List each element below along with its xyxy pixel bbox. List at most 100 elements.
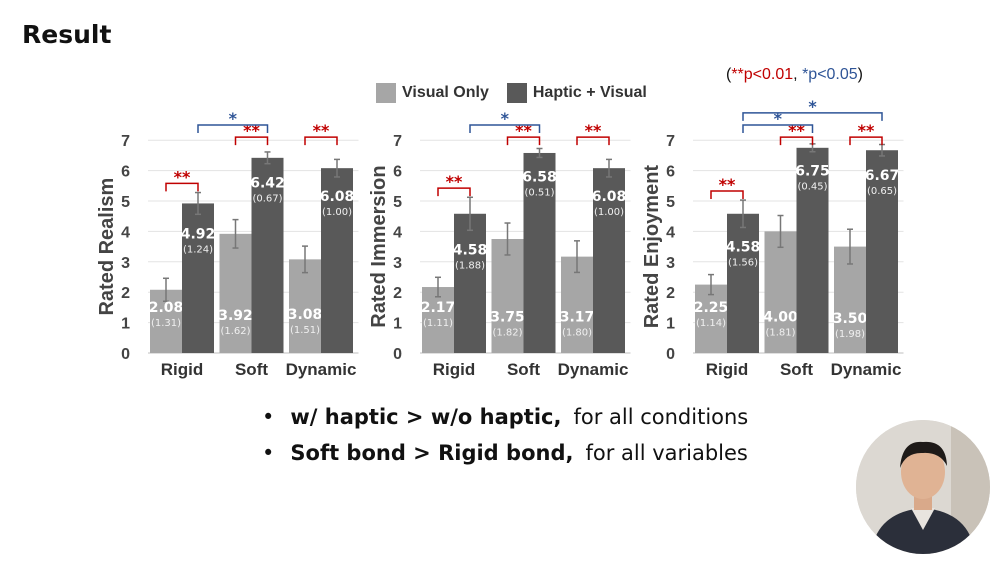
significance-bracket — [469, 124, 541, 133]
p001-note: **p<0.01 — [731, 66, 794, 83]
y-tick-label: 1 — [121, 316, 130, 333]
chart-rated-realism: 0 1 2 3 4 5 6 7 Rated Realism 2.08 (1.31) 3.92 (1.62… — [96, 109, 359, 379]
significance-bracket — [742, 112, 883, 121]
paren-close: ) — [857, 66, 863, 83]
data-label: 4.00 — [763, 310, 798, 326]
significance-bracket — [779, 136, 814, 146]
y-tick-label: 3 — [121, 255, 130, 272]
significance-bracket — [849, 136, 883, 146]
sd-label: (1.00) — [594, 207, 624, 218]
significance-bracket — [304, 136, 338, 146]
sd-label: (1.11) — [423, 318, 453, 329]
significance-bracket — [165, 182, 199, 192]
x-tick-label: Soft — [235, 360, 268, 379]
bar — [523, 152, 556, 353]
y-axis-label: Rated Enjoyment — [641, 165, 663, 329]
sd-label: (1.98) — [835, 329, 865, 340]
sd-label: (0.65) — [867, 186, 897, 197]
y-tick-label: 3 — [393, 255, 402, 272]
data-label: 3.92 — [218, 308, 253, 324]
x-tick-label: Soft — [507, 360, 540, 379]
bar — [182, 203, 214, 353]
significance-stars: * — [774, 109, 783, 128]
y-tick-label: 1 — [393, 316, 402, 333]
bullet-1: • w/ haptic > w/o haptic, for all conditio… — [262, 405, 748, 429]
y-tick-label: 2 — [666, 285, 675, 302]
sd-label: (1.24) — [183, 244, 213, 255]
bar — [454, 213, 486, 353]
data-label: 4.58 — [726, 239, 761, 255]
significance-stars: ** — [719, 175, 736, 194]
significance-bracket — [710, 190, 744, 199]
y-axis-label: Rated Realism — [96, 178, 118, 316]
sd-label: (1.82) — [492, 328, 522, 339]
y-tick-label: 6 — [666, 164, 675, 181]
x-tick-label: Rigid — [706, 360, 749, 379]
data-label: 2.08 — [149, 300, 184, 316]
sd-label: (0.67) — [252, 194, 282, 205]
slide-title: Result — [22, 20, 112, 49]
y-tick-label: 2 — [393, 285, 402, 302]
y-tick-label: 1 — [666, 316, 675, 333]
data-label: 6.58 — [522, 169, 557, 185]
bar — [321, 168, 353, 353]
significance-bracket — [506, 136, 541, 146]
bar — [491, 239, 524, 353]
presenter-webcam — [856, 420, 990, 554]
y-tick-label: 7 — [666, 133, 675, 150]
bullet-2-bold: Soft bond > Rigid bond, — [290, 441, 574, 465]
bullet-2: • Soft bond > Rigid bond, for all variable… — [262, 441, 748, 465]
bar — [727, 213, 759, 353]
significance-stars: ** — [174, 167, 191, 186]
significance-stars: * — [808, 97, 817, 116]
y-tick-label: 6 — [393, 164, 402, 181]
significance-bracket — [234, 136, 269, 146]
data-label: 6.08 — [320, 189, 355, 205]
y-tick-label: 5 — [121, 194, 130, 211]
data-label: 3.75 — [490, 310, 525, 326]
bar — [422, 287, 454, 353]
data-label: 6.42 — [250, 176, 285, 192]
x-tick-label: Dynamic — [558, 360, 629, 379]
bar — [289, 259, 321, 353]
y-tick-label: 5 — [666, 194, 675, 211]
y-axis-label: Rated Immersion — [368, 165, 390, 327]
bullet-dot: • — [262, 405, 275, 429]
bar — [866, 150, 898, 353]
significance-stars: ** — [313, 121, 330, 140]
y-tick-label: 0 — [393, 346, 402, 363]
sd-label: (1.31) — [151, 318, 181, 329]
sd-label: (1.56) — [728, 257, 758, 268]
significance-bracket — [742, 124, 814, 133]
sd-label: (1.51) — [290, 325, 320, 336]
data-label: 4.58 — [453, 242, 488, 258]
legend: Visual Only Haptic + Visual — [376, 83, 647, 103]
y-tick-label: 2 — [121, 285, 130, 302]
sd-label: (1.81) — [765, 328, 795, 339]
data-label: 2.17 — [421, 300, 456, 316]
significance-stars: ** — [585, 121, 602, 140]
bar — [695, 284, 727, 353]
data-label: 6.75 — [795, 164, 830, 180]
y-tick-label: 0 — [121, 346, 130, 363]
x-tick-label: Soft — [780, 360, 813, 379]
presenter-silhouette — [856, 420, 990, 554]
significance-stars: * — [501, 109, 510, 128]
legend-swatch-haptic-visual — [506, 83, 527, 103]
bullet-1-text: for all conditions — [573, 405, 749, 429]
data-label: 2.25 — [694, 300, 729, 316]
significance-stars: ** — [446, 172, 463, 191]
data-label: 4.92 — [181, 226, 216, 242]
significance-stars: ** — [515, 121, 532, 140]
sd-label: (1.88) — [455, 260, 485, 271]
data-label: 3.17 — [560, 310, 595, 326]
significance-note: (**p<0.01, *p<0.05) — [726, 66, 863, 84]
y-tick-label: 6 — [121, 164, 130, 181]
bullet-dot: • — [262, 441, 275, 465]
x-tick-label: Dynamic — [286, 360, 357, 379]
bullet-2-text: for all variables — [585, 441, 748, 465]
sd-label: (1.14) — [696, 318, 726, 329]
legend-label-visual-only: Visual Only — [402, 84, 489, 101]
